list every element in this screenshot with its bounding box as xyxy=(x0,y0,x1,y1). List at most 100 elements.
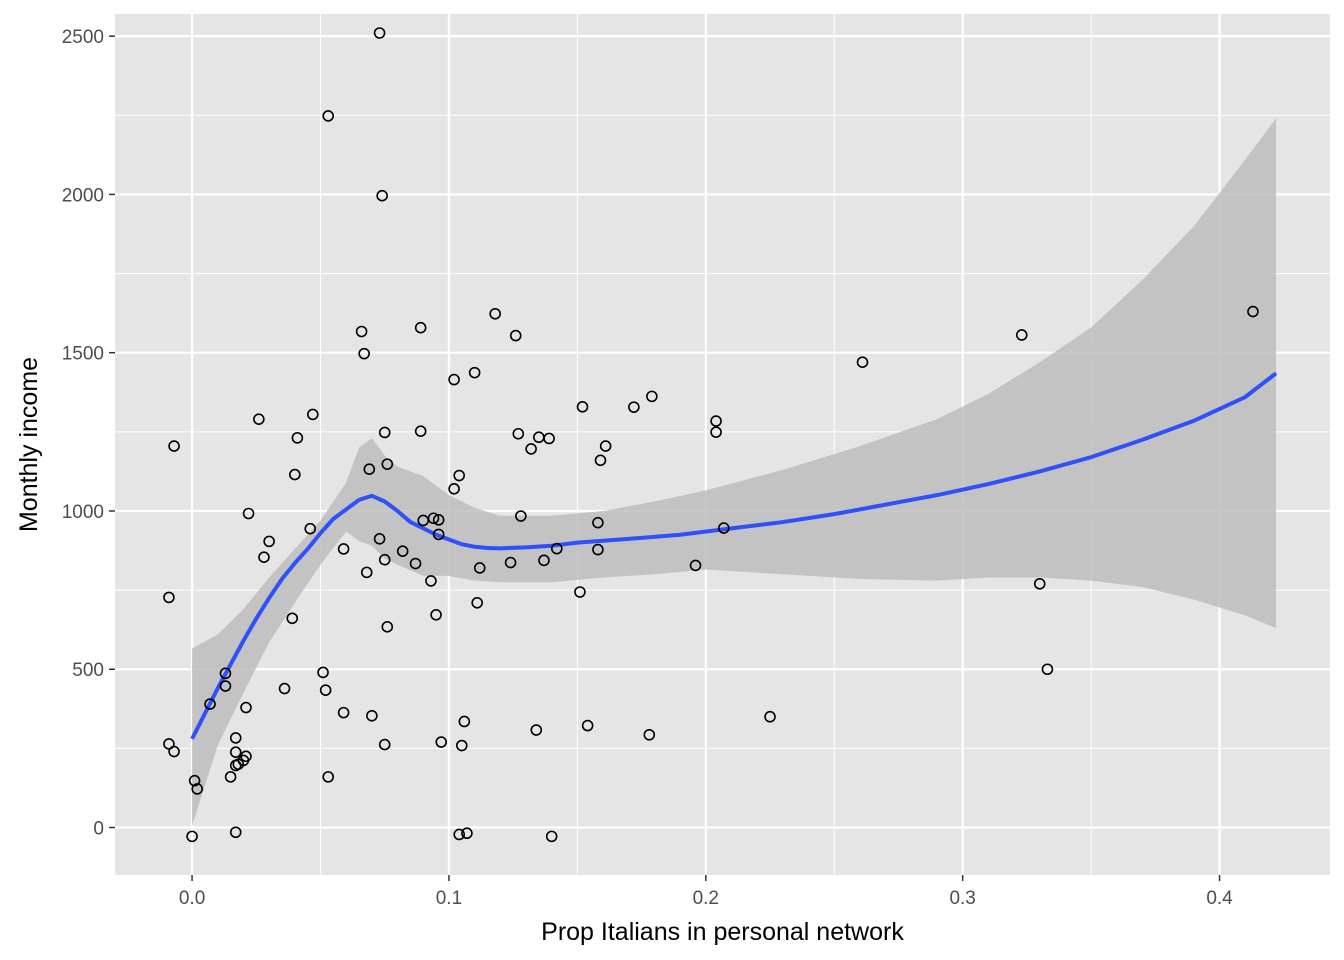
confidence-ribbon xyxy=(192,118,1277,826)
data-point xyxy=(163,591,175,604)
x-axis-ticks: 0.0 0.1 0.2 0.3 0.4 xyxy=(179,875,1233,909)
x-tick-label: 0.2 xyxy=(693,888,719,909)
x-tick-label: 0.1 xyxy=(436,888,462,909)
data-point xyxy=(594,454,607,467)
y-tick-label: 1000 xyxy=(62,502,104,523)
data-point xyxy=(414,321,427,334)
data-point xyxy=(592,543,604,556)
data-point xyxy=(430,609,442,621)
data-point xyxy=(191,783,203,795)
data-point xyxy=(489,307,501,320)
data-point xyxy=(448,373,460,386)
data-point xyxy=(646,390,658,403)
data-point xyxy=(468,366,481,379)
data-point xyxy=(530,724,543,736)
data-point xyxy=(581,719,594,732)
data-point xyxy=(242,507,255,520)
data-point xyxy=(717,522,730,534)
data-point xyxy=(628,401,640,413)
data-point xyxy=(453,828,466,841)
data-point xyxy=(592,516,604,529)
y-tick-label: 500 xyxy=(72,660,104,681)
data-point xyxy=(710,415,722,427)
data-point xyxy=(710,426,722,438)
data-point xyxy=(1015,329,1028,341)
x-tick-label: 0.3 xyxy=(949,888,975,909)
data-point xyxy=(253,413,265,425)
data-point xyxy=(1247,305,1259,318)
data-point xyxy=(168,440,180,452)
data-point xyxy=(291,432,304,444)
y-axis-ticks: 0 500 1000 1500 2000 2500 xyxy=(62,27,115,840)
data-point xyxy=(337,706,350,719)
data-point xyxy=(455,739,468,752)
y-tick-label: 2500 xyxy=(62,27,104,48)
data-point xyxy=(1041,663,1054,676)
data-point xyxy=(764,710,776,723)
data-point xyxy=(509,329,522,342)
data-point xyxy=(204,698,216,710)
data-point xyxy=(381,458,394,470)
data-point xyxy=(551,542,563,555)
data-point xyxy=(425,575,437,587)
data-point xyxy=(515,510,527,522)
data-point xyxy=(258,551,270,563)
x-tick-label: 0.0 xyxy=(179,888,205,909)
data-point xyxy=(396,545,409,557)
data-point xyxy=(471,596,483,609)
data-point xyxy=(643,728,656,741)
data-point xyxy=(363,463,376,475)
data-point xyxy=(229,732,242,744)
data-point xyxy=(360,566,373,579)
data-point xyxy=(358,347,370,360)
data-point xyxy=(366,709,378,722)
data-point xyxy=(278,682,291,695)
data-point xyxy=(373,533,386,545)
data-point xyxy=(373,27,386,39)
data-point xyxy=(304,522,317,535)
data-point xyxy=(417,514,430,527)
data-point xyxy=(856,356,869,368)
data-point xyxy=(576,401,589,413)
data-point xyxy=(453,469,466,482)
data-point xyxy=(378,738,391,751)
data-point xyxy=(186,830,198,843)
x-axis-title: Prop Italians in personal network xyxy=(541,918,904,946)
data-point xyxy=(317,666,329,679)
data-point xyxy=(448,483,460,495)
y-tick-label: 0 xyxy=(93,819,104,840)
data-point xyxy=(473,562,486,574)
data-point xyxy=(229,759,242,772)
y-axis-title: Monthly income xyxy=(15,357,43,532)
data-point xyxy=(376,189,388,202)
data-point xyxy=(224,771,237,783)
data-point xyxy=(286,612,299,625)
data-point xyxy=(381,621,394,633)
data-point xyxy=(512,427,525,440)
data-point xyxy=(504,556,517,569)
data-point xyxy=(435,736,448,748)
data-point xyxy=(322,771,335,783)
data-point xyxy=(240,701,252,714)
data-point xyxy=(229,826,242,839)
x-tick-label: 0.4 xyxy=(1206,888,1233,909)
data-point xyxy=(378,426,391,439)
data-point xyxy=(168,745,180,758)
data-point xyxy=(432,514,445,526)
data-point xyxy=(319,684,332,696)
data-point xyxy=(378,553,391,566)
data-point xyxy=(525,443,537,455)
data-points xyxy=(163,27,1259,843)
data-point xyxy=(689,559,702,572)
data-point xyxy=(574,586,586,598)
data-point xyxy=(306,408,319,421)
data-point xyxy=(432,528,445,541)
data-point xyxy=(414,425,427,438)
data-point xyxy=(599,440,612,452)
data-point xyxy=(229,746,242,758)
data-point xyxy=(409,557,422,570)
data-point xyxy=(538,554,550,567)
data-point xyxy=(219,680,232,692)
data-point xyxy=(219,667,232,680)
